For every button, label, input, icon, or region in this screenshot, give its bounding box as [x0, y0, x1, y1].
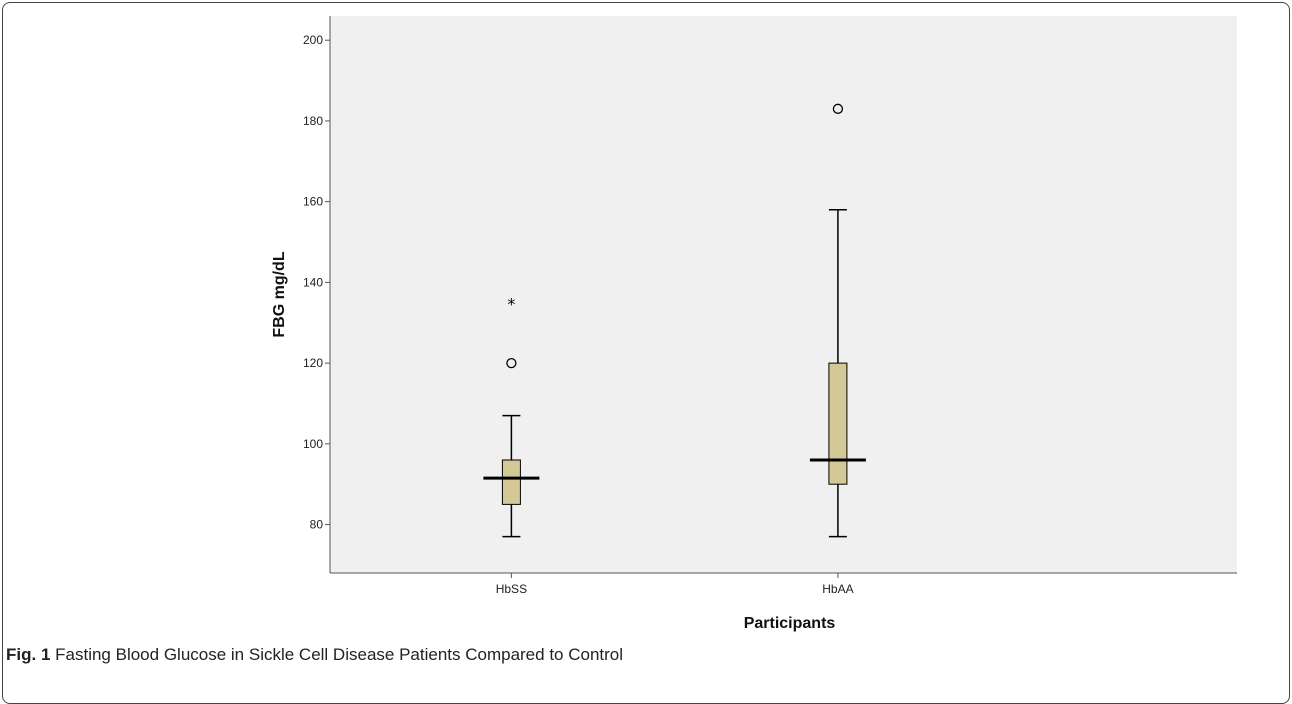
box-hbss: *: [483, 295, 540, 538]
figure-caption: Fig. 1 Fasting Blood Glucose in Sickle C…: [6, 645, 623, 665]
x-tick-label: HbAA: [822, 582, 853, 596]
y-tick-label: 80: [310, 518, 324, 532]
y-tick-label: 120: [303, 356, 323, 370]
iqr-box: [501, 459, 521, 505]
figure-label: Fig. 1: [6, 645, 51, 664]
y-axis: 80 100 120 140 160 180 200: [303, 16, 331, 573]
boxes: *: [483, 103, 866, 538]
x-axis-label: Participants: [744, 615, 836, 632]
figure-caption-text: Fasting Blood Glucose in Sickle Cell Dis…: [55, 645, 624, 664]
extreme-outlier-star: *: [507, 295, 515, 314]
y-tick-label: 180: [303, 114, 323, 128]
iqr-box: [828, 362, 848, 485]
outlier-circle: [832, 103, 844, 114]
box-hbaa: [809, 103, 866, 538]
x-tick-label: HbSS: [496, 582, 527, 596]
y-tick-label: 160: [303, 195, 323, 209]
outlier-circle: [506, 357, 517, 369]
y-axis-label: FBG mg/dL: [271, 251, 288, 337]
x-axis: HbSS HbAA: [330, 572, 1237, 596]
y-tick-label: 200: [303, 33, 323, 47]
boxplot-chart: 80 100 120 140 160 180 200 HbSS HbAA * FBG mg/d…: [271, 16, 1237, 632]
y-tick-label: 140: [303, 275, 323, 289]
plot-area: [330, 16, 1237, 573]
y-tick-label: 100: [303, 437, 323, 451]
